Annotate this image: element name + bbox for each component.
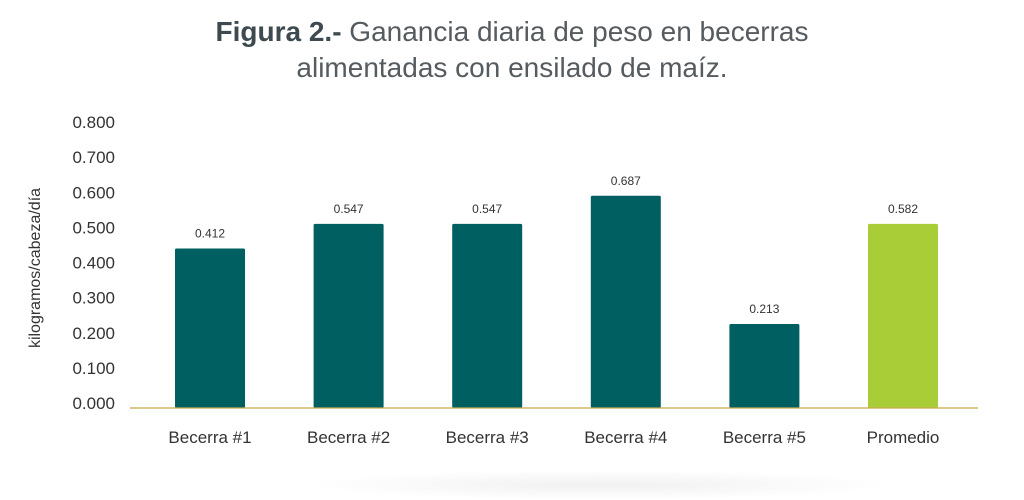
figure-number: Figura 2.- (215, 16, 342, 47)
y-tick-label: 0.100 (72, 359, 115, 378)
data-label: 0.547 (334, 202, 364, 216)
data-label: 0.582 (888, 202, 918, 216)
x-category-label: Becerra #3 (446, 428, 529, 447)
data-label: 0.412 (195, 226, 225, 240)
y-tick-label: 0.500 (72, 218, 115, 237)
bar (175, 248, 245, 408)
y-tick-label: 0.300 (72, 289, 115, 308)
bar (452, 223, 523, 408)
x-category-label: Becerra #4 (584, 428, 667, 447)
y-tick-label: 0.000 (72, 394, 115, 413)
title-text-1: Ganancia diaria de peso en becerras (349, 16, 809, 47)
bar (590, 195, 661, 408)
y-axis-title: kilogramos/cabeza/día (27, 188, 44, 348)
data-label: 0.687 (611, 174, 641, 188)
bar-chart: kilogramos/cabeza/día 0.000 0.100 0.200 0.3… (27, 113, 978, 447)
bar (313, 223, 384, 408)
y-tick-label: 0.700 (72, 148, 115, 167)
x-category-label: Becerra #1 (168, 428, 251, 447)
y-tick-label: 0.600 (72, 183, 115, 202)
y-tick-label: 0.800 (72, 113, 115, 132)
bar (868, 223, 938, 408)
chart-title-line-2: alimentadas con ensilado de maíz. (296, 52, 728, 83)
bar (729, 323, 800, 408)
y-tick-label: 0.200 (72, 324, 115, 343)
x-category-label: Promedio (867, 428, 940, 447)
x-category-label: Becerra #5 (723, 428, 806, 447)
chart-title: Figura 2.- Ganancia diaria de peso en be… (0, 14, 1024, 86)
y-tick-label: 0.400 (72, 254, 115, 273)
data-label: 0.213 (749, 302, 779, 316)
data-label: 0.547 (472, 202, 502, 216)
x-category-label: Becerra #2 (307, 428, 390, 447)
decorative-shadow (300, 470, 900, 500)
chart-title-line-1: Figura 2.- Ganancia diaria de peso en be… (0, 14, 1024, 50)
